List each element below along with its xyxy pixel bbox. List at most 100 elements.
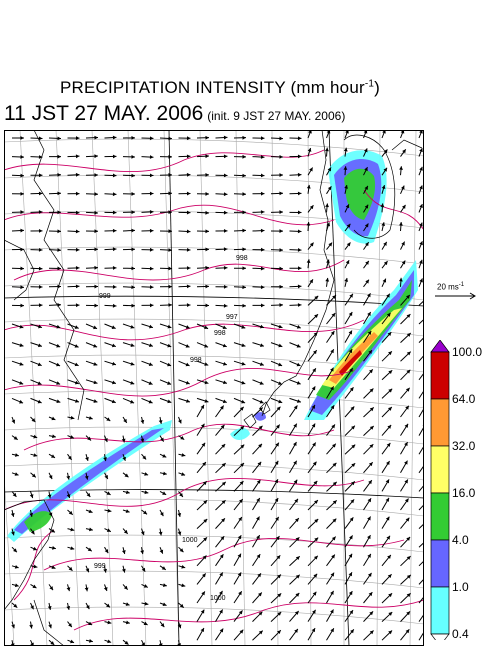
wind-arrow: [344, 444, 356, 455]
wind-arrow: [104, 192, 117, 197]
wind-arrow: [159, 342, 172, 348]
wind-arrow: [196, 173, 210, 177]
wind-arrow: [48, 360, 61, 367]
longitude-line: [163, 130, 180, 646]
wind-arrow: [141, 397, 153, 404]
wind-arrow: [344, 499, 355, 511]
wind-arrow: [196, 229, 210, 234]
wind-arrow: [11, 228, 25, 233]
wind-arrow: [289, 229, 302, 234]
wind-arrow: [159, 154, 173, 159]
pressure-label: 998: [214, 330, 226, 337]
wind-arrow: [85, 509, 93, 514]
wind-arrow: [178, 266, 191, 270]
wind-arrow: [104, 266, 117, 270]
wind-arrow: [363, 425, 375, 436]
reference-vector-arrow: [435, 292, 476, 300]
wind-arrow: [140, 528, 145, 536]
wind-arrow: [67, 621, 73, 628]
wind-arrow: [270, 397, 283, 404]
wind-arrow: [85, 284, 99, 289]
wind-arrow: [122, 360, 135, 366]
coastline: [4, 239, 35, 301]
wind-arrow: [11, 583, 19, 588]
wind-arrow: [48, 434, 56, 439]
wind-arrow: [11, 303, 25, 308]
wind-arrow: [270, 342, 283, 348]
wind-arrow: [289, 323, 301, 329]
wind-arrow: [363, 553, 372, 567]
wind-arrow: [29, 509, 34, 517]
wind-arrow: [67, 247, 80, 252]
wind-arrow: [233, 154, 247, 159]
wind-arrow: [289, 423, 298, 436]
wind-arrow: [159, 509, 164, 517]
wind-arrow: [307, 555, 319, 567]
wind-arrow: [307, 204, 314, 213]
wind-arrow: [252, 611, 263, 622]
wind-arrow: [363, 611, 374, 622]
wind-arrow: [196, 247, 210, 252]
southwest-band-heavy: [24, 511, 52, 532]
wind-arrow: [363, 516, 372, 529]
wind-arrow: [11, 546, 18, 553]
wind-arrow: [307, 147, 312, 157]
wind-arrow: [289, 379, 301, 385]
wind-arrow: [158, 528, 163, 536]
wind-arrow: [400, 611, 411, 622]
wind-arrow: [178, 416, 182, 424]
wind-arrow: [252, 360, 264, 366]
wind-arrow: [326, 312, 336, 325]
wind-arrow: [343, 147, 348, 157]
wind-arrow: [67, 453, 72, 461]
wind-arrow: [418, 222, 423, 232]
wind-arrow: [85, 491, 91, 498]
latitude-line: [4, 354, 424, 373]
wind-arrow: [252, 303, 265, 308]
wind-arrow: [233, 462, 245, 474]
wind-arrow: [215, 517, 226, 529]
wind-arrow: [363, 204, 369, 213]
wind-arrow: [215, 303, 228, 308]
wind-arrow: [252, 479, 261, 492]
wind-arrow: [381, 312, 391, 325]
longitude-line: [409, 130, 417, 646]
wind-arrow: [399, 166, 403, 176]
colorbar-level-label: 4.0: [452, 533, 469, 547]
wind-arrow: [307, 404, 316, 418]
wind-arrow: [400, 260, 406, 269]
wind-arrow: [381, 260, 388, 269]
wind-arrow: [121, 435, 126, 443]
wind-arrow: [326, 167, 332, 176]
wind-arrow: [103, 584, 108, 592]
wind-arrow: [159, 303, 173, 307]
precipitation-colorbar: [430, 340, 450, 640]
wind-arrow: [140, 435, 145, 443]
colorbar-level-label: 100.0: [452, 345, 483, 359]
wind-arrow: [141, 379, 153, 385]
wind-arrow: [30, 416, 36, 423]
wind-arrow: [307, 386, 316, 399]
wind-arrow: [400, 387, 411, 399]
wind-arrow: [270, 379, 283, 385]
wind-arrow: [103, 454, 107, 462]
wind-arrow: [363, 572, 372, 585]
wind-arrow: [85, 379, 98, 385]
wind-arrow: [363, 260, 370, 269]
wind-arrow: [326, 294, 337, 306]
wind-arrow: [48, 248, 62, 252]
wind-arrow: [307, 367, 317, 381]
wind-arrow: [289, 154, 302, 159]
wind-arrow: [233, 498, 244, 511]
wind-arrow: [67, 435, 75, 439]
latitude-line: [4, 282, 424, 301]
wind-arrow: [325, 203, 329, 213]
wind-arrow: [252, 210, 265, 214]
wind-arrow: [363, 330, 372, 343]
wind-arrow: [47, 602, 52, 610]
wind-arrow: [270, 479, 279, 492]
wind-arrow: [270, 303, 284, 307]
wind-vector-layer: [10, 130, 424, 646]
wind-arrow: [381, 573, 392, 585]
wind-arrow: [104, 228, 117, 233]
